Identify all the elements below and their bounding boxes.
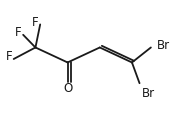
Text: F: F — [32, 16, 39, 29]
Text: Br: Br — [156, 39, 170, 52]
Text: Br: Br — [142, 87, 155, 100]
Text: F: F — [6, 50, 12, 63]
Text: F: F — [15, 26, 22, 39]
Text: O: O — [63, 82, 72, 95]
